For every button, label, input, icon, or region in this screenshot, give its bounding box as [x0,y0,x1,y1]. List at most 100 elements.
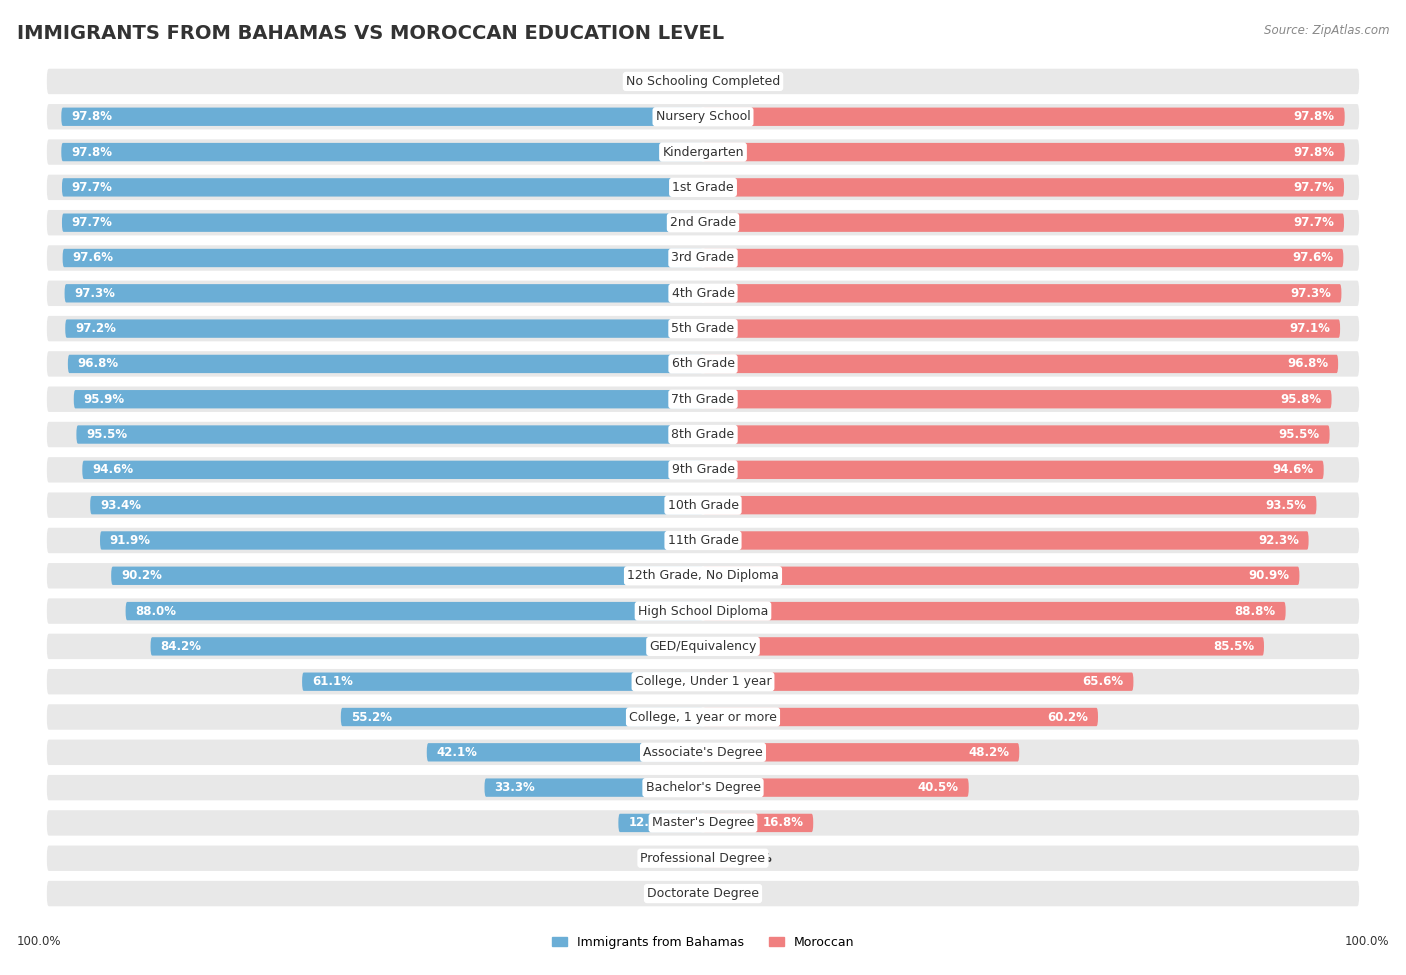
Text: 7th Grade: 7th Grade [672,393,734,406]
Text: 100.0%: 100.0% [17,935,62,948]
FancyBboxPatch shape [703,884,716,903]
FancyBboxPatch shape [150,638,703,655]
FancyBboxPatch shape [340,708,703,726]
Text: Professional Degree: Professional Degree [641,852,765,865]
Text: 92.3%: 92.3% [1258,534,1299,547]
FancyBboxPatch shape [73,390,703,409]
FancyBboxPatch shape [65,284,703,302]
Text: 97.8%: 97.8% [72,110,112,123]
Text: 65.6%: 65.6% [1083,676,1123,688]
Text: 88.8%: 88.8% [1234,604,1275,617]
Text: College, Under 1 year: College, Under 1 year [634,676,772,688]
Text: 93.5%: 93.5% [1265,498,1306,512]
Text: 60.2%: 60.2% [1047,711,1088,723]
Text: 95.5%: 95.5% [1278,428,1320,441]
FancyBboxPatch shape [46,634,1360,659]
Text: 11th Grade: 11th Grade [668,534,738,547]
FancyBboxPatch shape [46,104,1360,130]
Text: 42.1%: 42.1% [437,746,478,759]
Text: 5.0%: 5.0% [740,852,772,865]
Text: 12.9%: 12.9% [628,816,669,830]
Text: 97.8%: 97.8% [72,145,112,159]
FancyBboxPatch shape [100,531,703,550]
FancyBboxPatch shape [62,143,703,161]
Text: 90.2%: 90.2% [121,569,162,582]
FancyBboxPatch shape [67,355,703,373]
Text: 16.8%: 16.8% [762,816,803,830]
Text: 1.5%: 1.5% [657,887,690,900]
FancyBboxPatch shape [302,673,703,691]
FancyBboxPatch shape [83,460,703,479]
Text: 3rd Grade: 3rd Grade [672,252,734,264]
FancyBboxPatch shape [111,566,703,585]
Text: 2.0%: 2.0% [720,887,752,900]
FancyBboxPatch shape [703,390,1331,409]
FancyBboxPatch shape [46,740,1360,765]
Text: 61.1%: 61.1% [312,676,353,688]
Text: 84.2%: 84.2% [160,640,201,653]
FancyBboxPatch shape [46,210,1360,235]
FancyBboxPatch shape [703,496,1316,515]
Text: 40.5%: 40.5% [918,781,959,794]
Text: 1st Grade: 1st Grade [672,181,734,194]
Text: 97.7%: 97.7% [1294,216,1334,229]
FancyBboxPatch shape [46,457,1360,483]
Text: Nursery School: Nursery School [655,110,751,123]
Text: Associate's Degree: Associate's Degree [643,746,763,759]
Text: 85.5%: 85.5% [1213,640,1254,653]
Text: 100.0%: 100.0% [1344,935,1389,948]
FancyBboxPatch shape [46,704,1360,729]
Legend: Immigrants from Bahamas, Moroccan: Immigrants from Bahamas, Moroccan [551,936,855,949]
Text: 2.2%: 2.2% [721,75,754,88]
FancyBboxPatch shape [46,880,1360,906]
Text: 96.8%: 96.8% [1286,358,1329,370]
FancyBboxPatch shape [46,669,1360,694]
FancyBboxPatch shape [485,778,703,797]
FancyBboxPatch shape [703,849,735,868]
Text: GED/Equivalency: GED/Equivalency [650,640,756,653]
Text: 95.9%: 95.9% [83,393,125,406]
Text: 6th Grade: 6th Grade [672,358,734,370]
Text: 33.3%: 33.3% [495,781,536,794]
Text: 97.6%: 97.6% [73,252,114,264]
Text: No Schooling Completed: No Schooling Completed [626,75,780,88]
FancyBboxPatch shape [125,602,703,620]
FancyBboxPatch shape [678,849,703,868]
Text: 91.9%: 91.9% [110,534,150,547]
FancyBboxPatch shape [46,316,1360,341]
FancyBboxPatch shape [46,281,1360,306]
FancyBboxPatch shape [63,249,703,267]
Text: Master's Degree: Master's Degree [652,816,754,830]
Text: 97.7%: 97.7% [72,216,112,229]
FancyBboxPatch shape [46,422,1360,448]
Text: 97.3%: 97.3% [1291,287,1331,299]
FancyBboxPatch shape [46,351,1360,376]
FancyBboxPatch shape [46,386,1360,412]
Text: 8th Grade: 8th Grade [672,428,734,441]
FancyBboxPatch shape [703,602,1285,620]
FancyBboxPatch shape [703,778,969,797]
Text: 10th Grade: 10th Grade [668,498,738,512]
FancyBboxPatch shape [703,107,1344,126]
Text: High School Diploma: High School Diploma [638,604,768,617]
Text: 93.4%: 93.4% [100,498,141,512]
Text: 90.9%: 90.9% [1249,569,1289,582]
FancyBboxPatch shape [703,638,1264,655]
Text: 5th Grade: 5th Grade [672,322,734,335]
Text: 4th Grade: 4th Grade [672,287,734,299]
Text: 3.8%: 3.8% [643,852,675,865]
FancyBboxPatch shape [703,178,1344,197]
Text: 9th Grade: 9th Grade [672,463,734,477]
FancyBboxPatch shape [427,743,703,761]
FancyBboxPatch shape [46,175,1360,200]
FancyBboxPatch shape [703,249,1343,267]
FancyBboxPatch shape [62,178,703,197]
FancyBboxPatch shape [703,531,1309,550]
Text: College, 1 year or more: College, 1 year or more [628,711,778,723]
FancyBboxPatch shape [703,460,1323,479]
Text: Source: ZipAtlas.com: Source: ZipAtlas.com [1264,24,1389,37]
Text: 96.8%: 96.8% [77,358,120,370]
Text: 97.8%: 97.8% [1294,145,1334,159]
FancyBboxPatch shape [703,72,717,91]
FancyBboxPatch shape [46,492,1360,518]
